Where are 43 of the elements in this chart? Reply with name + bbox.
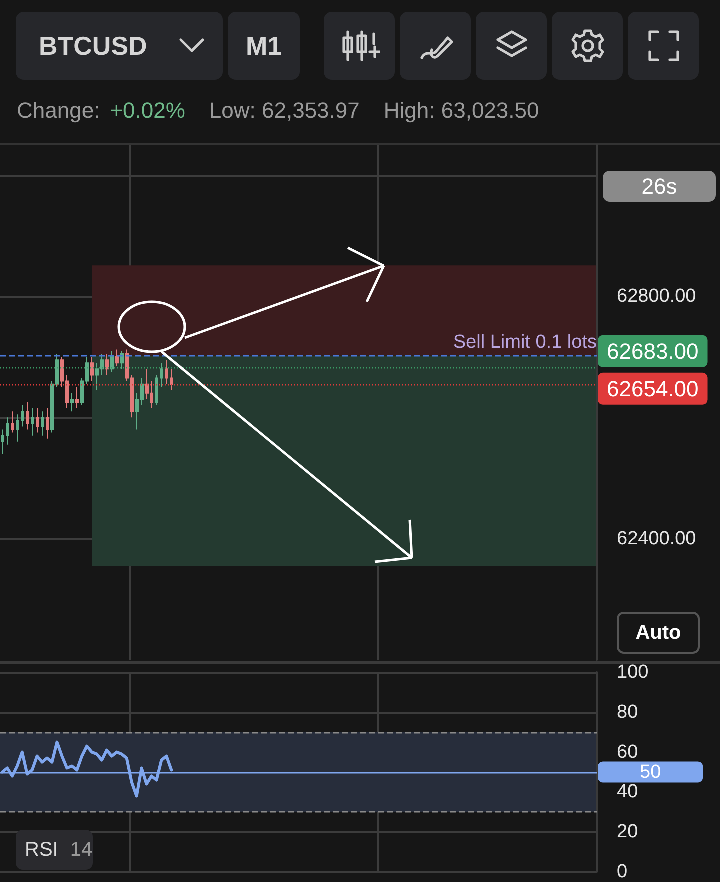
y-tick-label: 80 [617, 702, 638, 723]
candlestick [75, 386, 79, 410]
text: Change: [17, 98, 100, 123]
ref-line-label: 62683.00 [607, 338, 699, 364]
ref-line-label: Sell Limit 0.1 lots [453, 332, 597, 353]
candlestick [170, 368, 173, 391]
text: High: 63,023.50 [384, 98, 540, 123]
ref-line-label: 62654.00 [607, 376, 699, 402]
chart-subtitle: M1 [228, 12, 300, 80]
text: Auto [617, 612, 700, 654]
candlestick [110, 350, 114, 373]
candlestick [31, 408, 34, 436]
y-tick-label: 62400.00 [617, 528, 696, 550]
candlestick [16, 414, 19, 442]
candlestick [21, 405, 24, 428]
candlestick [155, 374, 158, 406]
text: Low: 62,353.97 [209, 98, 360, 123]
candlestick [1, 429, 4, 454]
candlestick [36, 408, 39, 434]
candlestick [26, 402, 29, 430]
y-tick-label: 62800.00 [617, 286, 696, 307]
candlestick [41, 411, 44, 436]
candlestick [165, 360, 168, 385]
candlestick [11, 411, 14, 434]
candlestick [120, 350, 124, 370]
annotation: RSI [25, 838, 58, 862]
candlestick [6, 417, 9, 446]
y-tick-label: 0 [617, 862, 628, 882]
text: +0.02% [110, 98, 186, 123]
y-tick-label: 40 [617, 782, 638, 803]
candlestick [46, 408, 49, 440]
candlestick [115, 349, 119, 367]
y-tick-label: 60 [617, 742, 638, 763]
y-tick-label: 100 [617, 662, 649, 683]
ref-line-label: 50 [640, 762, 662, 783]
y-tick-label: 20 [617, 822, 638, 843]
candlestick [70, 392, 74, 412]
candlestick [90, 356, 94, 382]
annotation: 14 [70, 838, 93, 862]
candlestick [105, 354, 109, 376]
chart-title: BTCUSD [39, 30, 148, 62]
text: 26s [603, 171, 716, 202]
candlestick [160, 362, 163, 388]
